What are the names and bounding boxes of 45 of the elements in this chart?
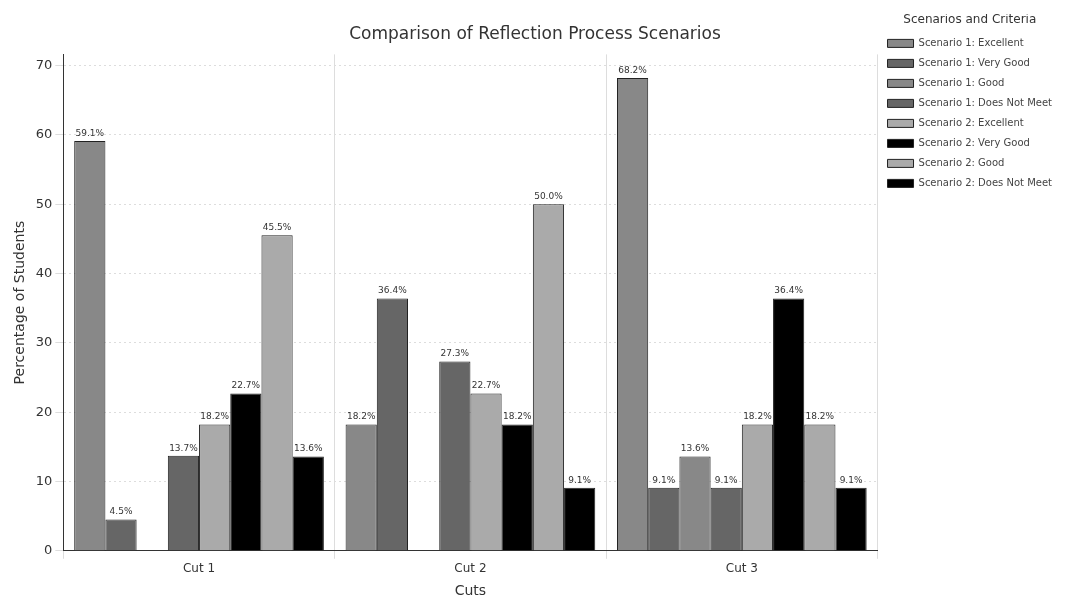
data-label: 27.3% — [440, 348, 470, 359]
data-label: 9.1% — [652, 474, 676, 485]
data-label: 18.2% — [502, 411, 532, 422]
x-tick-label: Cut 1 — [182, 561, 216, 576]
y-axis-title: Percentage of Students — [11, 220, 28, 385]
data-label: 36.4% — [774, 285, 804, 296]
data-label: 4.5% — [109, 506, 133, 517]
legend-title: Scenarios and Criteria — [903, 12, 1037, 27]
x-tick-label: Cut 2 — [454, 561, 487, 576]
data-label: 36.4% — [378, 285, 408, 296]
legend-label: Scenario 2: Very Good — [918, 136, 1030, 148]
legend-label: Scenario 2: Good — [918, 156, 1005, 168]
data-label: 22.7% — [471, 380, 501, 391]
data-label: 18.2% — [805, 411, 835, 422]
legend-label: Scenario 1: Does Not Meet — [918, 96, 1053, 108]
x-tick-label: Cut 3 — [725, 561, 758, 576]
y-tick-label: 60 — [35, 126, 53, 142]
data-label: 68.2% — [618, 64, 648, 75]
data-label: 59.1% — [75, 127, 105, 138]
data-label: 9.1% — [568, 474, 592, 485]
y-tick-label: 70 — [35, 56, 53, 72]
legend-label: Scenario 2: Excellent — [918, 116, 1024, 128]
data-label: 18.2% — [743, 411, 773, 422]
data-label: 18.2% — [200, 411, 230, 422]
data-label: 13.6% — [293, 443, 324, 454]
data-label: 22.7% — [231, 380, 261, 391]
chart-title: Comparison of Reflection Process Scenarios — [349, 22, 721, 43]
y-tick-label: 40 — [35, 264, 53, 280]
data-label: 13.7% — [169, 442, 199, 453]
data-label: 9.1% — [839, 474, 863, 485]
legend-label: Scenario 1: Good — [918, 76, 1005, 88]
legend-label: Scenario 1: Very Good — [918, 56, 1030, 68]
data-label: 13.6% — [680, 443, 710, 454]
legend-label: Scenario 2: Does Not Meet — [918, 176, 1053, 188]
y-tick-label: 30 — [35, 334, 53, 350]
y-tick-label: 20 — [35, 403, 53, 419]
data-label: 18.2% — [346, 411, 376, 422]
y-tick-label: 0 — [44, 542, 53, 558]
data-label: 9.1% — [714, 474, 739, 485]
data-label: 45.5% — [262, 222, 292, 233]
y-tick-label: 50 — [35, 195, 53, 211]
x-axis-title: Cuts — [454, 582, 487, 599]
y-tick-label: 10 — [35, 472, 53, 488]
data-label: 50.0% — [534, 191, 564, 201]
legend-label: Scenario 1: Excellent — [918, 36, 1024, 48]
